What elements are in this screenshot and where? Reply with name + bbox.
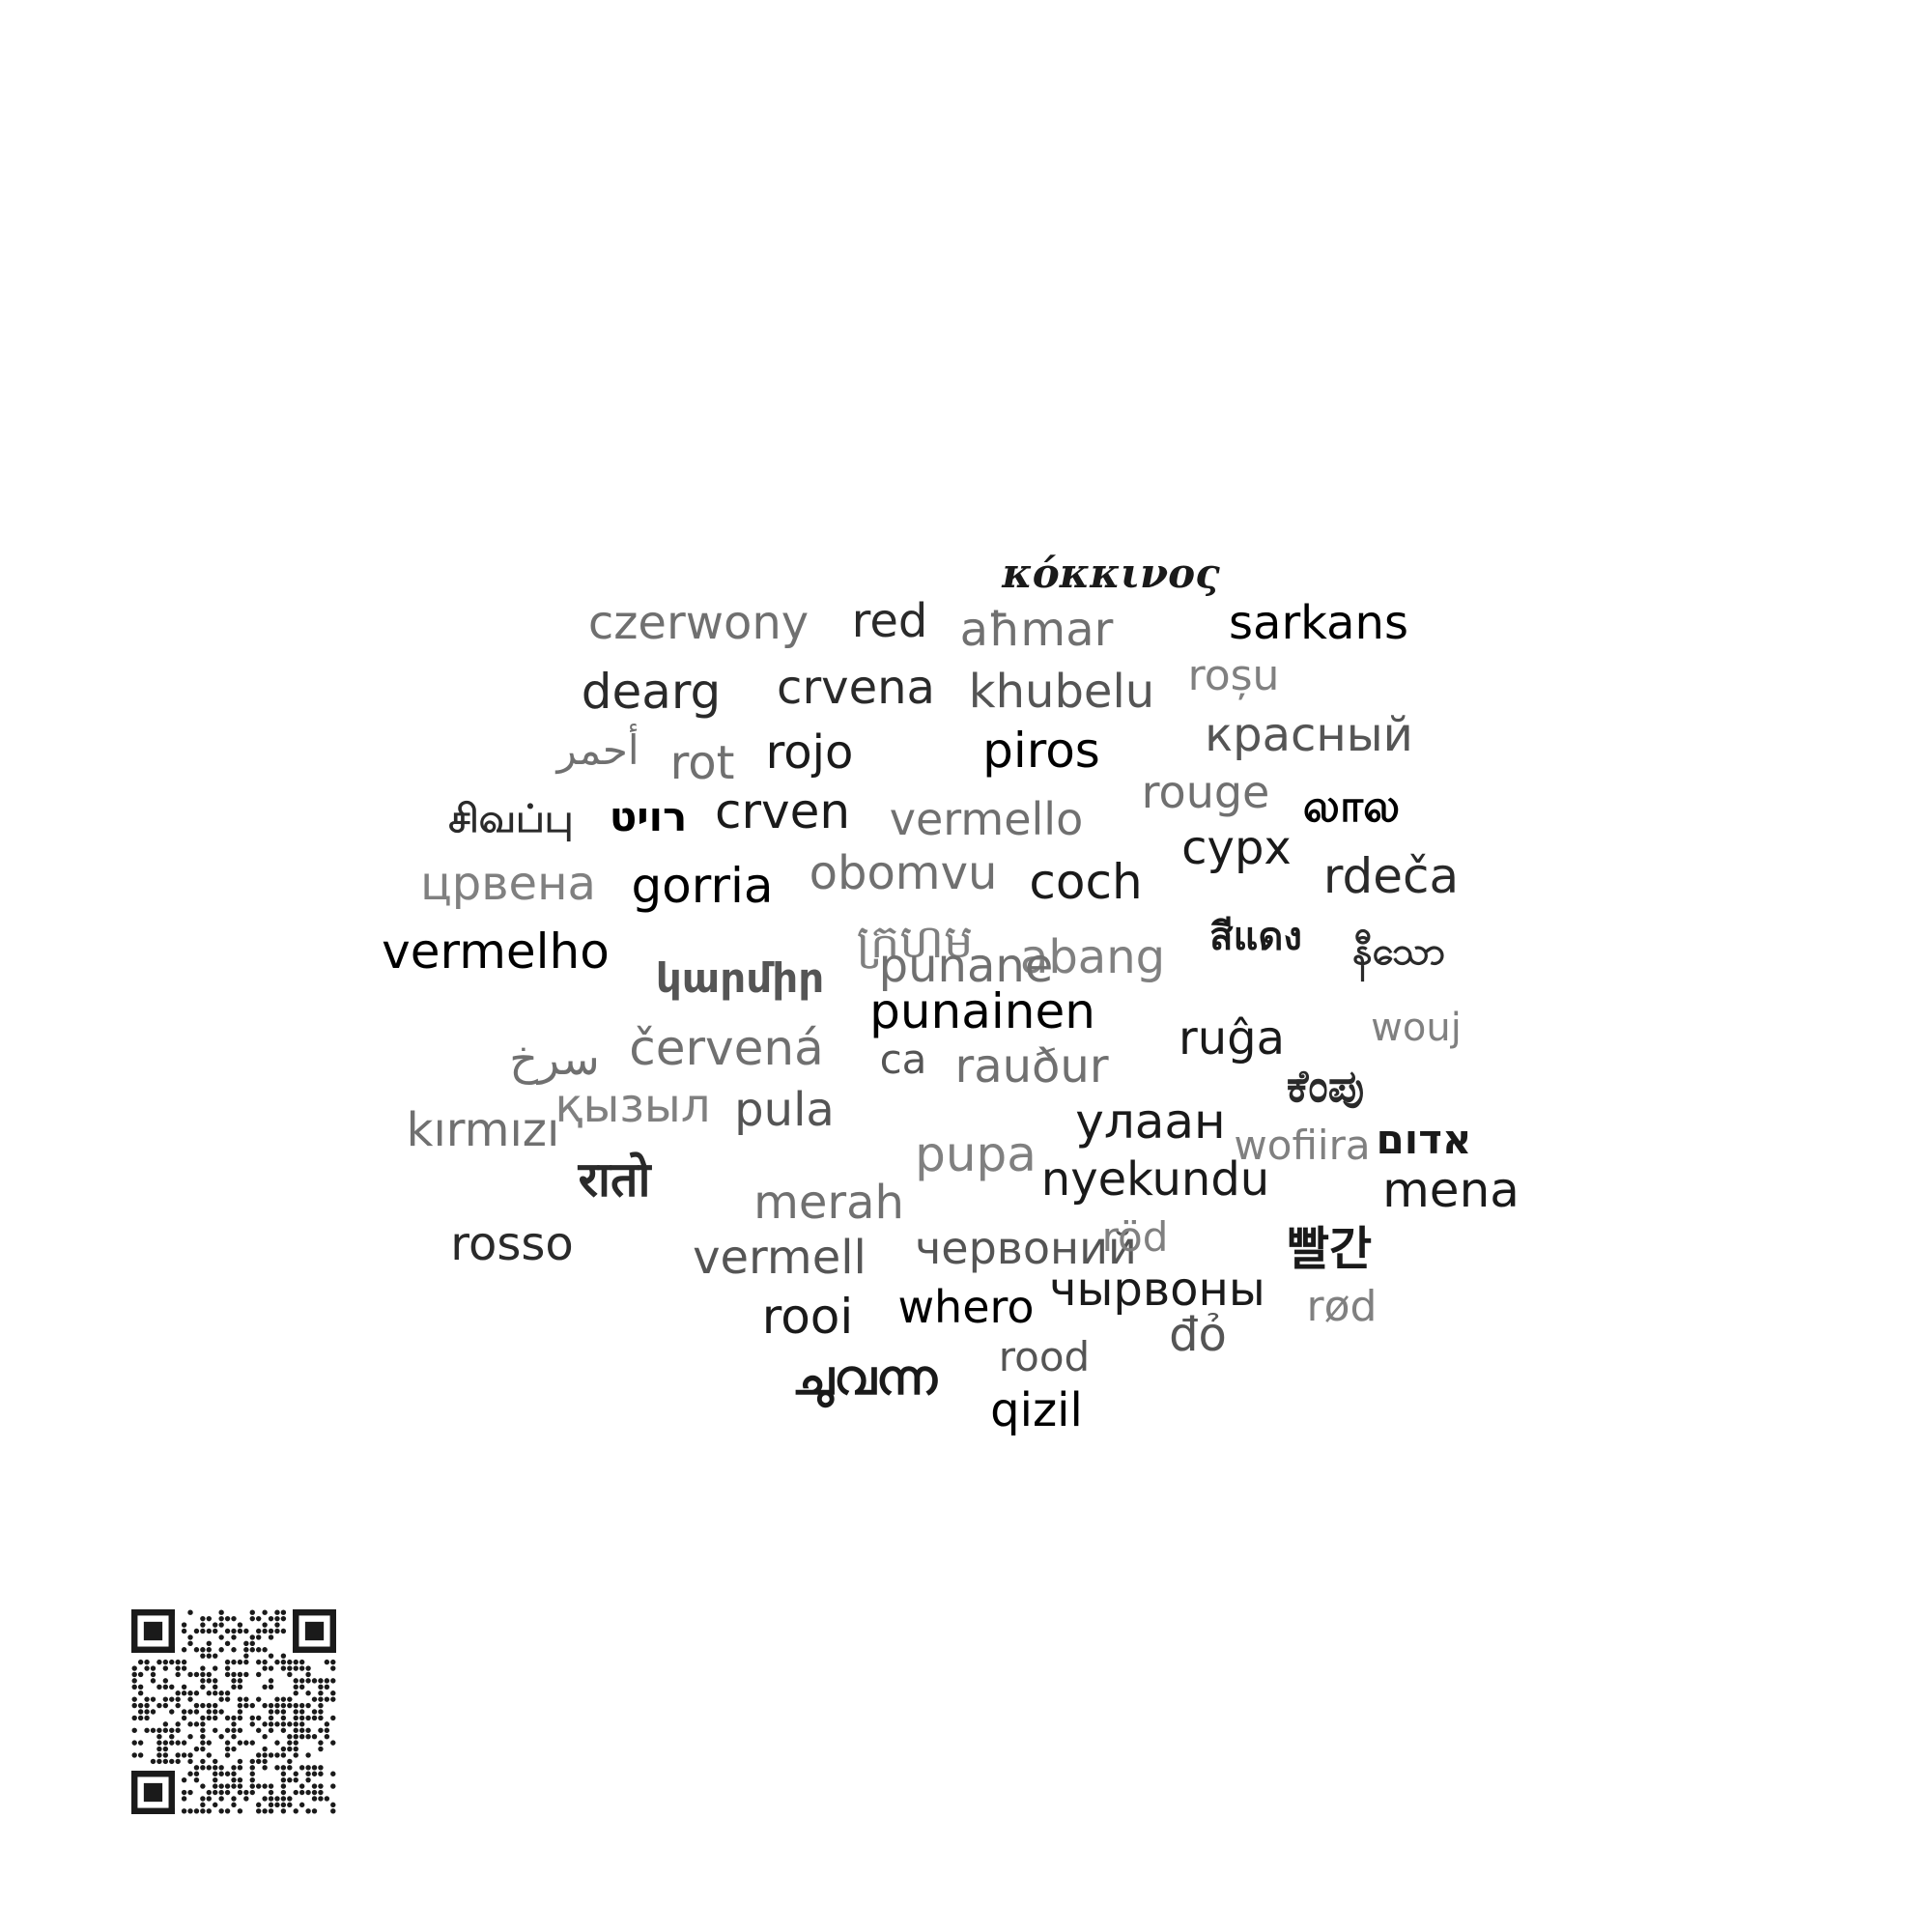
word-38: wouj xyxy=(1371,1006,1462,1050)
word-15: லால xyxy=(1302,780,1401,832)
word-23: obomvu xyxy=(809,846,998,900)
word-7: khubelu xyxy=(968,665,1155,719)
word-53: червоний xyxy=(915,1222,1137,1274)
word-6: crvena xyxy=(777,661,935,715)
word-41: pula xyxy=(734,1083,835,1137)
word-42: kırmızı xyxy=(406,1103,560,1157)
word-36: rauður xyxy=(954,1039,1109,1094)
word-26: vermelho xyxy=(382,923,610,980)
word-1: czerwony xyxy=(587,596,810,650)
word-62: ചുവന്ന xyxy=(791,1350,938,1406)
word-54: röd xyxy=(1101,1213,1169,1261)
word-0: κόκκινος xyxy=(1002,550,1220,597)
word-40: қызыл xyxy=(554,1079,711,1133)
word-55: 빨간 xyxy=(1286,1222,1373,1276)
word-49: mena xyxy=(1382,1162,1520,1218)
word-58: whero xyxy=(897,1281,1035,1333)
word-22: gorria xyxy=(631,858,774,914)
word-46: אדום xyxy=(1376,1116,1472,1163)
word-29: สีแดง xyxy=(1209,915,1302,959)
word-25: rdeča xyxy=(1322,848,1460,904)
word-28: abang xyxy=(1019,930,1166,984)
word-31: կարմիր xyxy=(655,954,825,1002)
word-47: रातो xyxy=(578,1151,651,1208)
word-51: rosso xyxy=(450,1217,574,1271)
word-9: أحمر xyxy=(556,726,639,774)
word-33: سرخ xyxy=(509,1033,600,1085)
word-3: aħmar xyxy=(959,603,1114,657)
word-14: rouge xyxy=(1141,766,1270,818)
word-18: crven xyxy=(714,783,851,839)
word-12: piros xyxy=(982,723,1100,779)
word-8: roșu xyxy=(1187,651,1280,700)
word-20: сурх xyxy=(1181,821,1292,875)
word-17: רויט xyxy=(609,793,688,840)
word-60: đỏ xyxy=(1169,1308,1227,1362)
word-24: coch xyxy=(1029,854,1143,910)
word-27: ក្រហម xyxy=(856,915,974,969)
word-57: rooi xyxy=(761,1289,854,1345)
word-30: နီသော xyxy=(1352,929,1445,974)
word-44: pupa xyxy=(915,1126,1037,1182)
word-50: merah xyxy=(753,1176,904,1230)
qr-code-icon xyxy=(131,1609,336,1814)
word-43: улаан xyxy=(1075,1094,1226,1150)
word-34: červená xyxy=(629,1020,824,1076)
word-4: sarkans xyxy=(1229,596,1408,650)
word-48: nyekundu xyxy=(1040,1152,1270,1207)
word-32: punainen xyxy=(869,983,1095,1039)
word-39: ಕೆಂಪು xyxy=(1286,1060,1365,1112)
word-11: rojo xyxy=(765,725,854,780)
word-64: punane xyxy=(878,939,1054,993)
word-59: rød xyxy=(1306,1282,1378,1331)
word-21: црвена xyxy=(420,857,596,911)
word-2: red xyxy=(851,594,928,648)
word-37: ruĝa xyxy=(1178,1011,1286,1065)
word-5: dearg xyxy=(581,664,722,720)
word-35: ca xyxy=(879,1036,927,1083)
word-61: rood xyxy=(998,1333,1091,1380)
word-16: சிவப்பு xyxy=(448,797,574,841)
word-13: красный xyxy=(1205,708,1413,762)
word-10: rot xyxy=(669,736,735,790)
word-56: чырвоны xyxy=(1049,1263,1265,1317)
word-19: vermello xyxy=(889,793,1084,845)
word-45: wofiira xyxy=(1234,1122,1371,1169)
word-52: vermell xyxy=(693,1231,867,1285)
word-63: qizil xyxy=(990,1383,1083,1437)
